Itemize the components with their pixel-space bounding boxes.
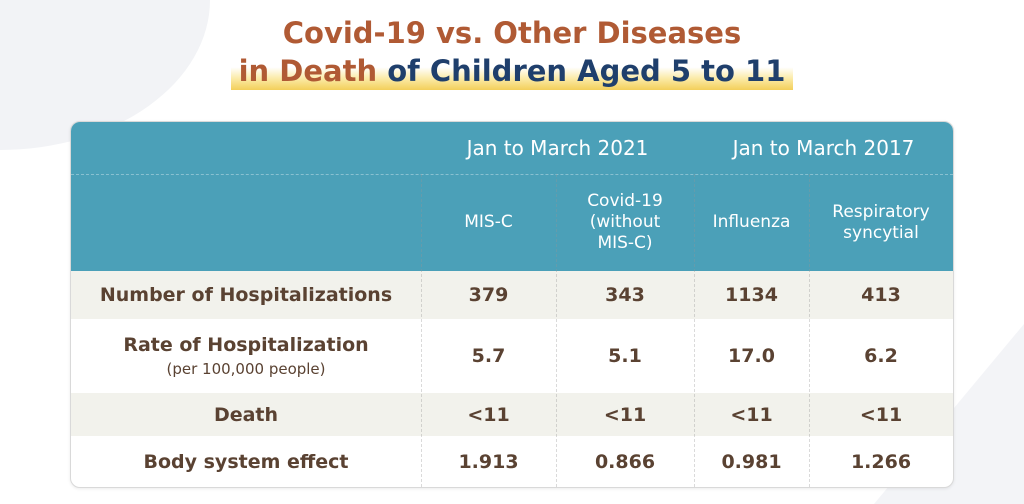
table-cell: <11 [603, 403, 647, 426]
title-line-2: in Death of Children Aged 5 to 11 [230, 52, 794, 90]
table-row: Death <11 <11 <11 <11 [71, 393, 953, 436]
chart-title: Covid-19 vs. Other Diseases in Death of … [0, 14, 1024, 90]
column-divider [809, 174, 810, 487]
table-cell: 379 [468, 284, 509, 306]
row-label: Body system effect [71, 436, 421, 487]
table-cell: 17.0 [728, 345, 775, 367]
column-header: Respiratory syncytial [832, 201, 930, 243]
row-label-text: Death [213, 403, 279, 426]
table-cell: 6.2 [864, 345, 898, 367]
column-header: MIS-C [464, 212, 513, 232]
row-label-note: (per 100,000 people) [166, 360, 326, 378]
comparison-table: Jan to March 2021 Jan to March 2017 MIS-… [70, 121, 954, 488]
table-cell: <11 [859, 403, 903, 426]
title-line-2-rest: of Children Aged 5 to 11 [387, 54, 786, 88]
table-cell: 343 [605, 284, 645, 306]
column-divider [694, 174, 695, 487]
table-cell: 1134 [725, 284, 778, 306]
table-cell: 1.913 [458, 450, 519, 473]
table-cell: 0.866 [594, 450, 656, 473]
row-label-text: Number of Hospitalizations [99, 284, 393, 306]
column-divider [421, 174, 422, 487]
column-divider [556, 174, 557, 487]
row-label: Number of Hospitalizations [71, 271, 421, 319]
table-header: Jan to March 2021 Jan to March 2017 MIS-… [71, 122, 953, 271]
period-2021: Jan to March 2021 [466, 136, 649, 160]
table-cell: 5.1 [608, 345, 642, 367]
row-label-text: Body system effect [143, 450, 349, 473]
table-cell: 413 [861, 284, 901, 306]
title-line-2-highlight: in Death [238, 54, 378, 88]
table-cell: 0.981 [721, 450, 782, 473]
period-2017: Jan to March 2017 [732, 136, 915, 160]
table-cell: <11 [467, 403, 510, 426]
table-row: Number of Hospitalizations 379 343 1134 413 [71, 271, 953, 319]
row-label: Death [71, 393, 421, 436]
table-cell: <11 [730, 403, 773, 426]
table-row: Body system effect 1.913 0.866 0.981 1.266 [71, 436, 953, 487]
column-header: Covid-19 (without MIS-C) [587, 191, 663, 253]
title-line-1: Covid-19 vs. Other Diseases [282, 16, 742, 50]
table-cell: 5.7 [471, 345, 506, 367]
header-divider [71, 174, 953, 175]
row-label-text: Rate of Hospitalization [123, 334, 369, 356]
table-cell: 1.266 [850, 450, 912, 473]
row-label: Rate of Hospitalization (per 100,000 peop… [71, 319, 421, 393]
column-header: Influenza [712, 212, 791, 232]
table-row: Rate of Hospitalization (per 100,000 peop… [71, 319, 953, 393]
